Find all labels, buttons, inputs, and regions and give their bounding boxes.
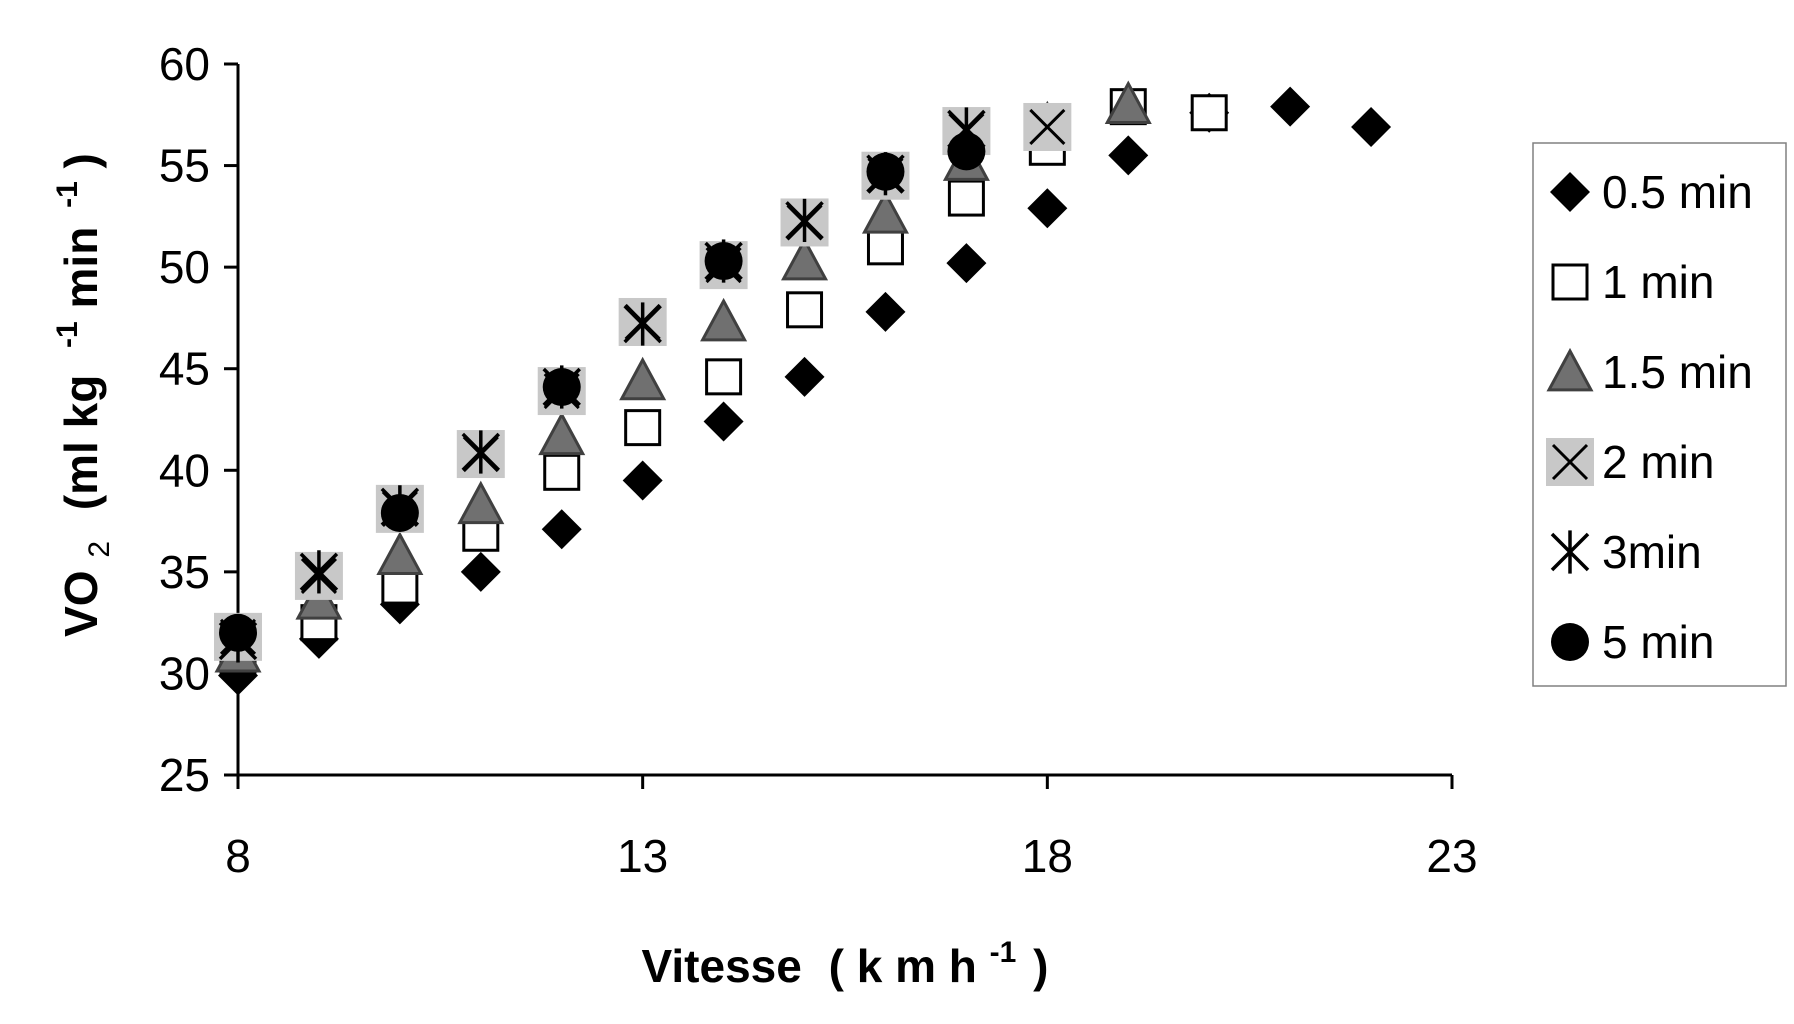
data-point: [947, 132, 986, 171]
x-tick-label: 23: [1426, 830, 1477, 882]
legend-marker: [1551, 263, 1589, 301]
y-tick-label: 40: [159, 444, 210, 496]
data-point: [541, 509, 582, 550]
data-point: [865, 291, 906, 332]
x-axis-title-unit: ( k m h: [829, 940, 977, 992]
y-axis-title-exponent-1: -1: [51, 321, 84, 348]
data-point: [1104, 80, 1152, 124]
data-point: [1108, 135, 1149, 176]
y-tick-label: 45: [159, 343, 210, 395]
data-point: [700, 297, 748, 342]
y-tick-label: 35: [159, 546, 210, 598]
series-1: [219, 88, 1228, 674]
data-point: [866, 228, 904, 266]
data-point: [861, 190, 909, 234]
x-axis-title-main: Vitesse: [642, 940, 802, 992]
x-tick-label: 13: [617, 830, 668, 882]
data-point: [1270, 86, 1311, 127]
data-point: [219, 613, 257, 652]
data-point: [705, 358, 743, 396]
data-point: [380, 493, 419, 532]
data-point: [1190, 94, 1228, 132]
data-point: [624, 409, 662, 447]
y-tick-label: 50: [159, 241, 210, 293]
y-axis-title: VO 2 (ml kg -1 min -1 ): [35, 153, 119, 637]
legend-marker: [1551, 623, 1589, 661]
x-axis-title: Vitesse ( k m h -1 ): [642, 920, 1049, 992]
legend-label: 1 min: [1602, 256, 1714, 308]
y-tick-label: 30: [159, 647, 210, 699]
y-axis-title-unit-mid: min: [55, 227, 107, 309]
data-point: [619, 356, 667, 401]
legend-label: 5 min: [1602, 616, 1714, 668]
data-point: [460, 551, 501, 592]
y-tick-label: 55: [159, 140, 210, 192]
data-point: [543, 453, 581, 491]
y-axis-title-unit: (ml kg: [55, 375, 107, 510]
x-tick-label: 8: [225, 830, 251, 882]
y-axis-title-subscript: 2: [83, 541, 116, 558]
data-point: [1027, 188, 1068, 229]
legend: 0.5 min 1 min 1.5 min 2 min 3min 5 min: [1532, 142, 1787, 687]
x-ticks: 8 13 18 23: [225, 775, 1478, 882]
data-point: [457, 480, 505, 525]
x-axis-title-close: ): [1033, 940, 1048, 992]
legend-marker: [1550, 172, 1590, 212]
legend-marker: [1546, 347, 1594, 392]
x-axis-title-exponent: -1: [990, 936, 1017, 969]
data-point: [623, 302, 662, 346]
axes: 25 30 35 40 45 50 55 60 8 13 18 23: [159, 38, 1478, 882]
data-point: [786, 291, 824, 329]
data-point: [538, 411, 586, 456]
data-point: [947, 179, 985, 217]
series-2: [214, 80, 1152, 673]
plot-area: [214, 80, 1392, 696]
data-point: [622, 460, 663, 501]
y-axis-title-main: VO: [55, 570, 107, 636]
series-5: [219, 132, 986, 652]
data-point: [703, 401, 744, 442]
y-axis-title-exponent-2: -1: [51, 181, 84, 208]
data-point: [1351, 106, 1392, 147]
data-point: [781, 236, 829, 281]
data-point: [376, 531, 424, 575]
y-tick-label: 60: [159, 38, 210, 90]
legend-label: 1.5 min: [1602, 346, 1753, 398]
data-point: [1023, 102, 1072, 151]
data-point: [704, 242, 743, 281]
data-point: [784, 356, 825, 397]
legend-marker: [1550, 530, 1590, 574]
y-ticks: 25 30 35 40 45 50 55 60: [159, 38, 238, 801]
y-axis-title-close: ): [55, 153, 107, 168]
data-point: [866, 152, 905, 191]
legend-box: [1532, 142, 1787, 687]
data-point: [461, 430, 501, 474]
data-point: [299, 550, 339, 594]
legend-marker: [1546, 438, 1594, 486]
x-tick-label: 18: [1022, 830, 1073, 882]
legend-label: 2 min: [1602, 436, 1714, 488]
legend-label: 3min: [1602, 526, 1702, 578]
legend-label: 0.5 min: [1602, 166, 1753, 218]
data-point: [785, 198, 824, 243]
data-point: [946, 243, 987, 284]
data-point: [542, 367, 581, 406]
y-tick-label: 25: [159, 749, 210, 801]
